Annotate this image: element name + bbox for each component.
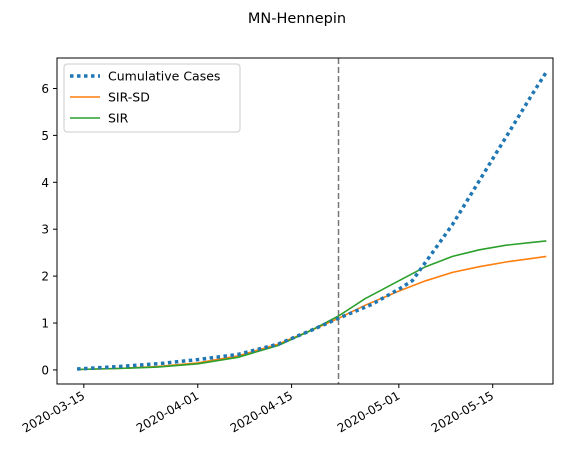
x-tick-label: 2020-05-01 xyxy=(335,388,402,435)
legend-label: SIR-SD xyxy=(108,90,150,105)
y-axis: 0 1 2 3 4 5 6 xyxy=(41,82,57,377)
x-tick-label: 2020-03-15 xyxy=(20,388,87,435)
y-tick-label: 6 xyxy=(41,82,49,96)
y-tick-label: 0 xyxy=(41,363,49,377)
y-tick-label: 2 xyxy=(41,270,49,284)
series-line-cumulative-cases xyxy=(76,71,548,371)
y-tick-label: 4 xyxy=(41,176,49,190)
series-line-sir xyxy=(77,240,547,371)
chart-title: MN-Hennepin xyxy=(248,11,346,27)
y-tick-label: 5 xyxy=(41,129,49,143)
axes-frame xyxy=(56,57,554,385)
plot-area xyxy=(76,58,548,384)
legend: Cumulative Cases SIR-SD SIR xyxy=(63,63,241,133)
x-tick-label: 2020-04-01 xyxy=(134,388,201,435)
x-axis: 2020-03-15 2020-04-01 2020-04-15 2020-05-01… xyxy=(20,384,496,435)
series-line-sir-sd xyxy=(77,255,547,371)
x-tick-label: 2020-05-15 xyxy=(429,388,496,435)
legend-label: Cumulative Cases xyxy=(108,69,220,84)
y-tick-label: 1 xyxy=(41,317,49,331)
y-tick-label: 3 xyxy=(41,223,49,237)
x-tick-label: 2020-04-15 xyxy=(228,388,295,435)
legend-box xyxy=(63,63,241,133)
legend-label: SIR xyxy=(108,111,129,126)
